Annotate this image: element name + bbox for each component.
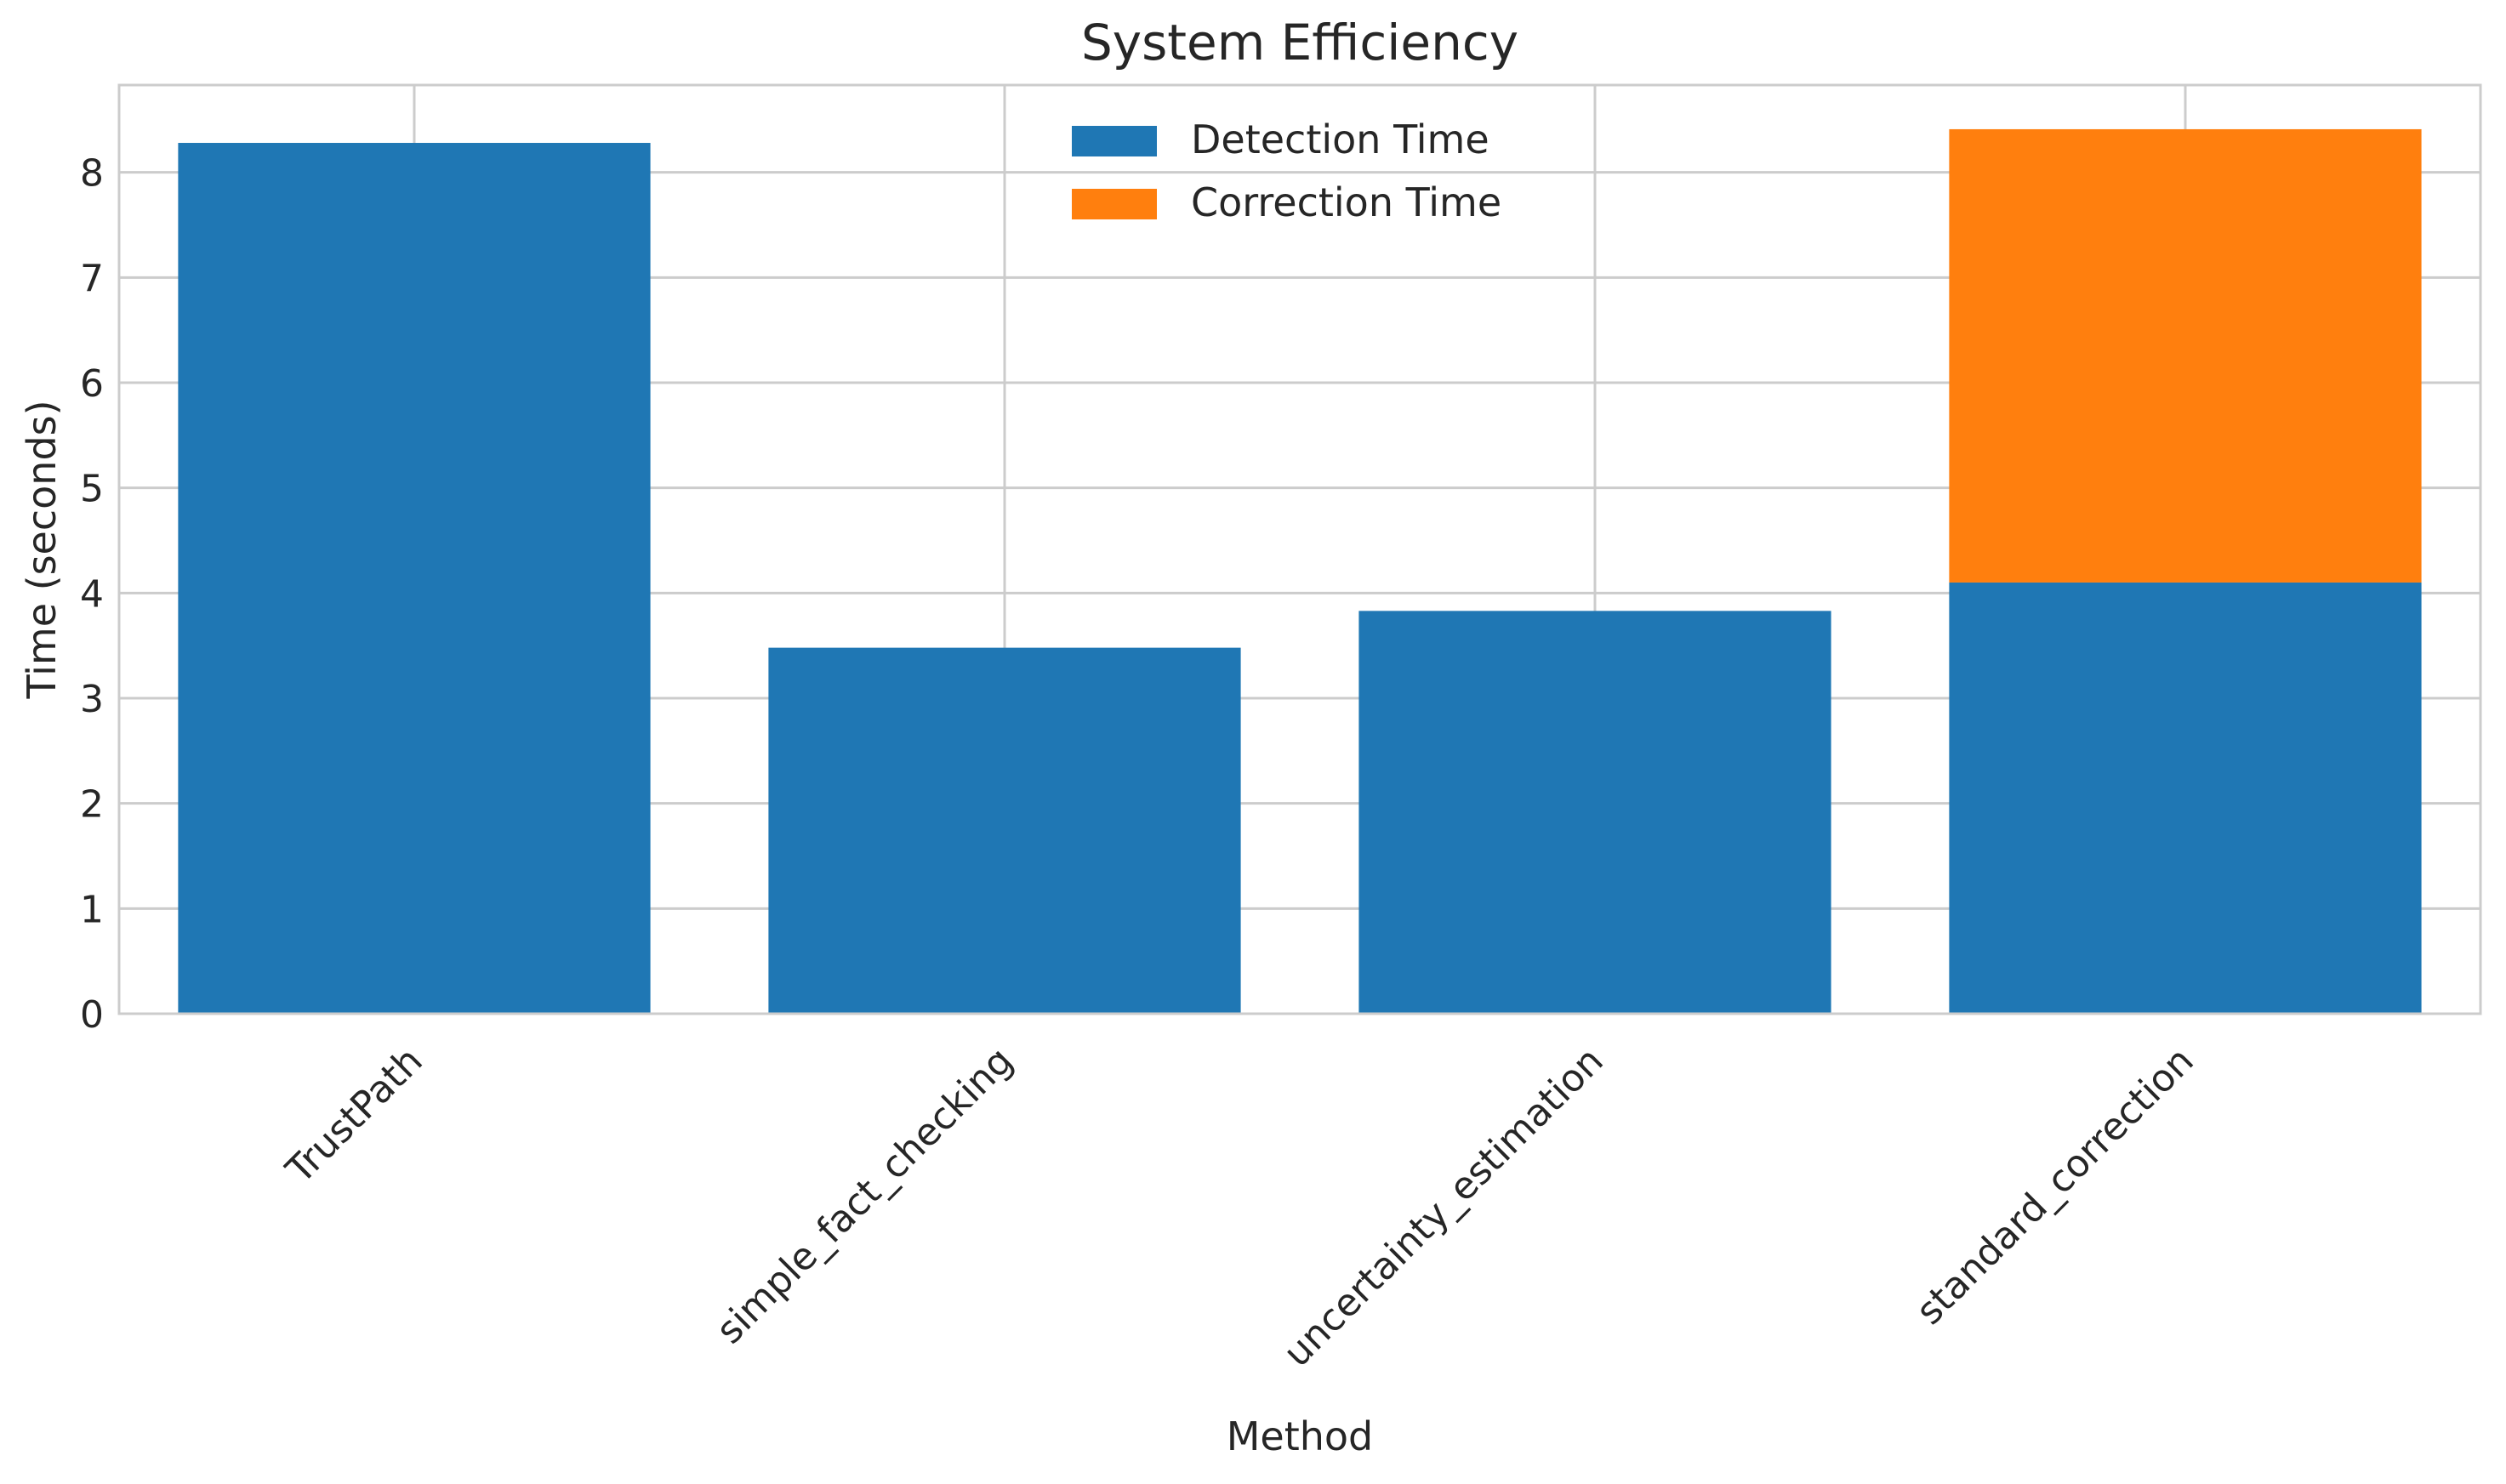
- bar-detection-1: [768, 647, 1241, 1014]
- y-tick-label: 5: [80, 468, 104, 511]
- bar-correction-3: [1949, 128, 2422, 583]
- y-tick-label: 0: [80, 993, 104, 1037]
- legend-swatch: [1072, 126, 1157, 156]
- y-tick-label: 3: [80, 678, 104, 721]
- x-tick-label: simple_fact_checking: [708, 1039, 1021, 1352]
- bars: [178, 128, 2422, 1014]
- bar-detection-2: [1358, 611, 1831, 1014]
- legend: Detection Time Correction Time: [1072, 117, 1501, 225]
- x-axis-label: Method: [1227, 1413, 1374, 1459]
- x-tick-label: uncertainty_estimation: [1275, 1039, 1612, 1376]
- legend-label: Correction Time: [1191, 179, 1501, 225]
- bar-detection-0: [178, 143, 651, 1014]
- legend-swatch: [1072, 189, 1157, 219]
- y-tick-label: 6: [80, 362, 104, 406]
- x-tick-labels: TrustPath simple_fact_checking uncertainty…: [277, 1039, 2201, 1376]
- y-tick-label: 2: [80, 783, 104, 827]
- plot-area-frame: [117, 83, 2482, 1015]
- y-tick-labels: 0 1 2 3 4 5 6 7 8: [80, 152, 104, 1037]
- y-tick-label: 7: [80, 257, 104, 300]
- y-axis-label: Time (seconds): [19, 400, 65, 699]
- y-tick-label: 1: [80, 888, 104, 931]
- chart-title: System Efficiency: [1081, 14, 1518, 71]
- x-tick-label: TrustPath: [277, 1039, 430, 1192]
- x-tick-label: standard_correction: [1908, 1039, 2202, 1333]
- legend-label: Detection Time: [1191, 117, 1489, 162]
- bar-detection-3: [1949, 582, 2422, 1014]
- y-tick-label: 8: [80, 152, 104, 196]
- y-tick-label: 4: [80, 572, 104, 616]
